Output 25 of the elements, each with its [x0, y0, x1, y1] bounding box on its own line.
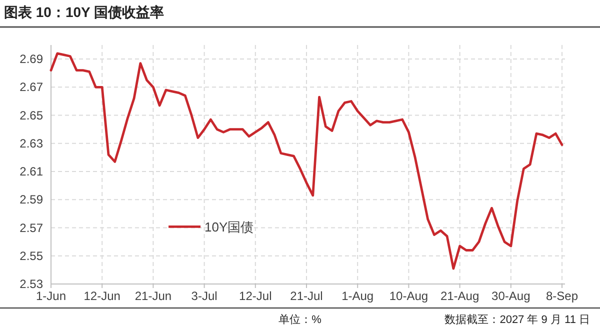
x-tick-label: 21-Aug [440, 289, 480, 303]
x-tick-label: 21-Jun [134, 289, 172, 303]
y-tick-label: 2.57 [20, 220, 44, 235]
x-tick-label: 1-Jun [36, 289, 66, 303]
y-tick-label: 2.67 [20, 80, 44, 94]
line-series [50, 52, 564, 270]
x-tick-label: 3-Jul [191, 289, 218, 303]
y-tick-label: 2.69 [20, 52, 44, 66]
x-tick-label: 12-Jul [239, 289, 272, 303]
legend-label: 10Y国债 [204, 220, 254, 235]
y-tick-label: 2.53 [20, 277, 44, 291]
x-tick-label: 8-Sep [546, 289, 578, 303]
y-tick-label: 2.59 [20, 192, 44, 207]
text: 单位：% [278, 313, 322, 326]
y-tick-label: 2.55 [20, 248, 44, 263]
x-tick-label: 10-Aug [389, 289, 428, 303]
text: 数据截至：2027 年 9 月 11 日 [444, 313, 590, 326]
y-tick-label: 2.63 [20, 136, 44, 150]
y-tick-label: 2.65 [20, 108, 44, 122]
x-tick-label: 12-Jun [84, 289, 120, 303]
x-tick-label: 30-Aug [492, 289, 530, 303]
x-tick-label: 21-Jul [290, 289, 323, 303]
y-tick-label: 2.61 [20, 164, 44, 179]
x-tick-label: 1-Aug [342, 289, 374, 303]
chart-title: 图表 10：10Y 国债收益率 [4, 4, 164, 20]
